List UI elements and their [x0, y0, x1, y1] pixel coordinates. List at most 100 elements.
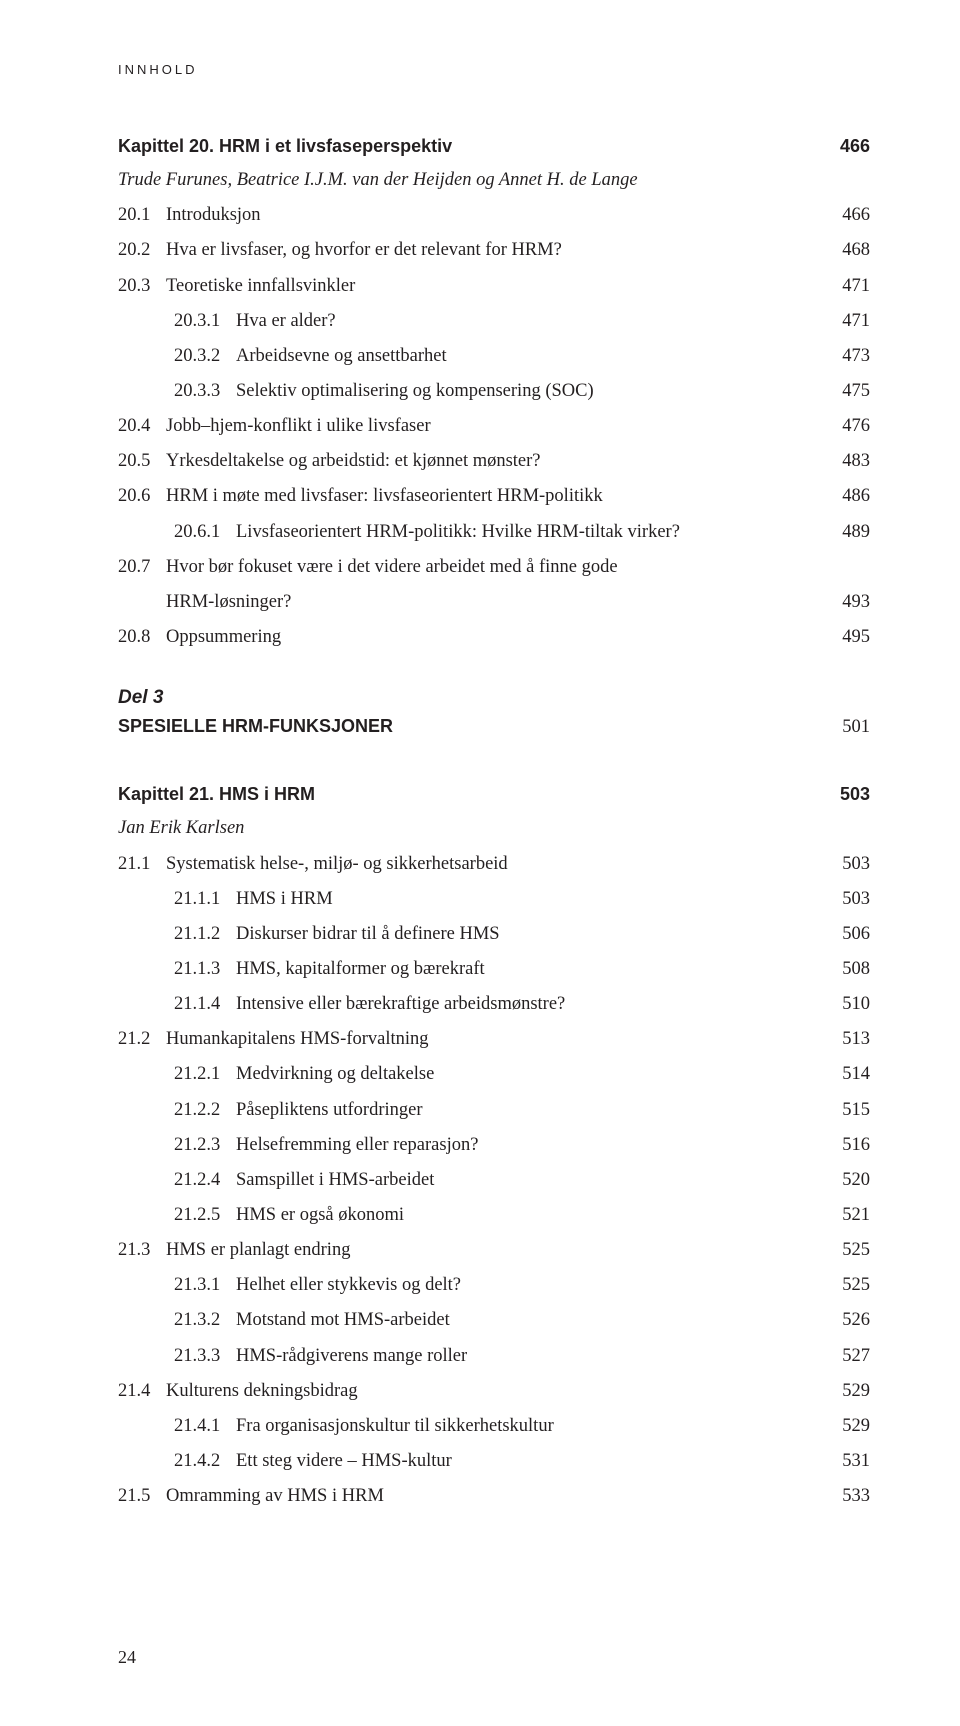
toc-entry-page: 493 — [826, 585, 870, 620]
toc-subsection: 21.3.2Motstand mot HMS-arbeidet526 — [118, 1303, 870, 1338]
toc-entry-number: 21.2.3 — [174, 1128, 236, 1163]
toc-entry-title: HRM i møte med livsfaser: livsfaseorient… — [166, 486, 603, 506]
toc-entry-text: 20.6HRM i møte med livsfaser: livsfaseor… — [118, 479, 826, 514]
toc-entry-page: 506 — [826, 917, 870, 952]
toc-section: 21.3HMS er planlagt endring525 — [118, 1233, 870, 1268]
toc-entry-title: Humankapitalens HMS-forvaltning — [166, 1029, 429, 1049]
toc-section: 21.5Omramming av HMS i HRM533 — [118, 1479, 870, 1514]
toc-entry-page: 503 — [826, 882, 870, 917]
toc-entry-text: 21.5Omramming av HMS i HRM — [118, 1479, 826, 1514]
toc-entry-text: 21.3.1Helhet eller stykkevis og delt? — [118, 1268, 826, 1303]
toc-subsection: 21.2.3Helsefremming eller reparasjon?516 — [118, 1128, 870, 1163]
toc-entry-number: 21.1.4 — [174, 987, 236, 1022]
toc-entry-number: 20.8 — [118, 620, 166, 655]
toc-entry-title: Ett steg videre – HMS-kultur — [236, 1451, 452, 1471]
toc-entry-title: HMS-rådgiverens mange roller — [236, 1346, 467, 1366]
toc-entry-title: Helsefremming eller reparasjon? — [236, 1135, 478, 1155]
chapter-21-title: Kapittel 21. HMS i HRM 503 — [118, 777, 870, 811]
toc-entry-page: 525 — [826, 1233, 870, 1268]
toc-section: 21.2Humankapitalens HMS-forvaltning513 — [118, 1022, 870, 1057]
toc-entry-title: HMS er planlagt endring — [166, 1240, 350, 1260]
toc-entry-page: 466 — [826, 198, 870, 233]
toc-entry-title: Systematisk helse-, miljø- og sikkerhets… — [166, 854, 508, 874]
toc-entry-page: 531 — [826, 1444, 870, 1479]
toc-entry-number: 21.1.1 — [174, 882, 236, 917]
toc-entry-page: 525 — [826, 1268, 870, 1303]
toc-entry-title: Intensive eller bærekraftige arbeidsmøns… — [236, 994, 565, 1014]
toc-entry-page: 471 — [826, 269, 870, 304]
chapter-20-title: Kapittel 20. HRM i et livsfaseperspektiv… — [118, 129, 870, 163]
chapter-21-author: Jan Erik Karlsen — [118, 811, 870, 846]
toc-entry-text: 20.3.3Selektiv optimalisering og kompens… — [118, 374, 826, 409]
toc-entry-title: Samspillet i HMS-arbeidet — [236, 1170, 434, 1190]
toc-entry-text: 21.4Kulturens dekningsbidrag — [118, 1374, 826, 1409]
toc-entry-number: 20.2 — [118, 233, 166, 268]
toc-entry-text: 21.2Humankapitalens HMS-forvaltning — [118, 1022, 826, 1057]
toc-section: 20.2Hva er livsfaser, og hvorfor er det … — [118, 233, 870, 268]
chapter-20-author: Trude Furunes, Beatrice I.J.M. van der H… — [118, 163, 870, 198]
toc-entry-text: 20.8Oppsummering — [118, 620, 826, 655]
toc-entry-text: 20.1Introduksjon — [118, 198, 826, 233]
toc-section: 20.7Hvor bør fokuset være i det videre a… — [118, 550, 870, 585]
toc-entry-title: Oppsummering — [166, 627, 281, 647]
toc-entry-page: 527 — [826, 1339, 870, 1374]
toc-subsection: 21.1.2Diskurser bidrar til å definere HM… — [118, 917, 870, 952]
toc-subsection: 21.2.2Påsepliktens utfordringer515 — [118, 1093, 870, 1128]
toc-entry-text: HRM-løsninger? — [118, 585, 826, 620]
toc-entry-number: 20.3 — [118, 269, 166, 304]
toc-entry-text: 21.3.2Motstand mot HMS-arbeidet — [118, 1303, 826, 1338]
toc-subsection: 21.3.3HMS-rådgiverens mange roller 527 — [118, 1339, 870, 1374]
part-page: 501 — [826, 710, 870, 745]
toc-entry-number: 20.6.1 — [174, 515, 236, 550]
toc-subsection: 21.2.5HMS er også økonomi521 — [118, 1198, 870, 1233]
toc-entry-number: 20.7 — [118, 550, 166, 585]
toc-entry-title: Motstand mot HMS-arbeidet — [236, 1310, 450, 1330]
toc-entry-title: Hva er livsfaser, og hvorfor er det rele… — [166, 240, 562, 260]
toc-entry-page: 471 — [826, 304, 870, 339]
toc-entry-page: 475 — [826, 374, 870, 409]
toc-entry-number: 20.3.2 — [174, 339, 236, 374]
chapter-title-text: Kapittel 20. HRM i et livsfaseperspektiv — [118, 129, 826, 163]
toc-subsection: 21.4.1Fra organisasjonskultur til sikker… — [118, 1409, 870, 1444]
part-title-row: SPESIELLE HRM-FUNKSJONER 501 — [118, 709, 870, 745]
toc-entry-page: 521 — [826, 1198, 870, 1233]
toc-entry-title: Teoretiske innfallsvinkler — [166, 276, 355, 296]
toc-entry-number: 20.3.1 — [174, 304, 236, 339]
toc-entry-page: 533 — [826, 1479, 870, 1514]
toc-entry-number: 20.5 — [118, 444, 166, 479]
toc-entry-text: 21.2.3Helsefremming eller reparasjon? — [118, 1128, 826, 1163]
toc-subsection: 21.3.1Helhet eller stykkevis og delt?525 — [118, 1268, 870, 1303]
toc-entry-text: 21.1.3HMS, kapitalformer og bærekraft — [118, 952, 826, 987]
toc-subsection: 20.3.1Hva er alder? 471 — [118, 304, 870, 339]
toc-entry-number: 21.1.2 — [174, 917, 236, 952]
toc-entry-page: 513 — [826, 1022, 870, 1057]
page-number: 24 — [118, 1647, 136, 1668]
toc-entry-text: 21.1.4Intensive eller bærekraftige arbei… — [118, 987, 826, 1022]
toc-entry-number: 20.6 — [118, 479, 166, 514]
toc-entry-number: 21.3.1 — [174, 1268, 236, 1303]
toc-entry-text: 20.7Hvor bør fokuset være i det videre a… — [118, 550, 826, 585]
toc-entry-title: Medvirkning og deltakelse — [236, 1064, 434, 1084]
toc-entry-number: 21.5 — [118, 1479, 166, 1514]
toc-subsection: 21.4.2Ett steg videre – HMS-kultur531 — [118, 1444, 870, 1479]
toc-entry-title: Introduksjon — [166, 205, 261, 225]
toc-entry-text: 21.1.2Diskurser bidrar til å definere HM… — [118, 917, 826, 952]
toc-entry-page: 520 — [826, 1163, 870, 1198]
toc-entry-page: 526 — [826, 1303, 870, 1338]
toc-entry-title: Hva er alder? — [236, 311, 336, 331]
toc-entry-text: 20.5Yrkesdeltakelse og arbeidstid: et kj… — [118, 444, 826, 479]
toc-entry-number: 21.4 — [118, 1374, 166, 1409]
toc-entry-title: Omramming av HMS i HRM — [166, 1486, 384, 1506]
toc-entry-number: 21.1 — [118, 847, 166, 882]
toc-entry-text: 21.1.1HMS i HRM — [118, 882, 826, 917]
toc-entry-page: 515 — [826, 1093, 870, 1128]
toc-entry-number: 21.3.3 — [174, 1339, 236, 1374]
toc-entry-text: 20.3Teoretiske innfallsvinkler — [118, 269, 826, 304]
toc-entry-text: 21.4.2Ett steg videre – HMS-kultur — [118, 1444, 826, 1479]
toc-entry-page: 503 — [826, 847, 870, 882]
toc-entry-number: 20.3.3 — [174, 374, 236, 409]
toc-entry-text: 21.3HMS er planlagt endring — [118, 1233, 826, 1268]
running-header: INNHOLD — [118, 62, 870, 77]
toc-section: 20.5Yrkesdeltakelse og arbeidstid: et kj… — [118, 444, 870, 479]
toc-entry-title: HMS er også økonomi — [236, 1205, 404, 1225]
